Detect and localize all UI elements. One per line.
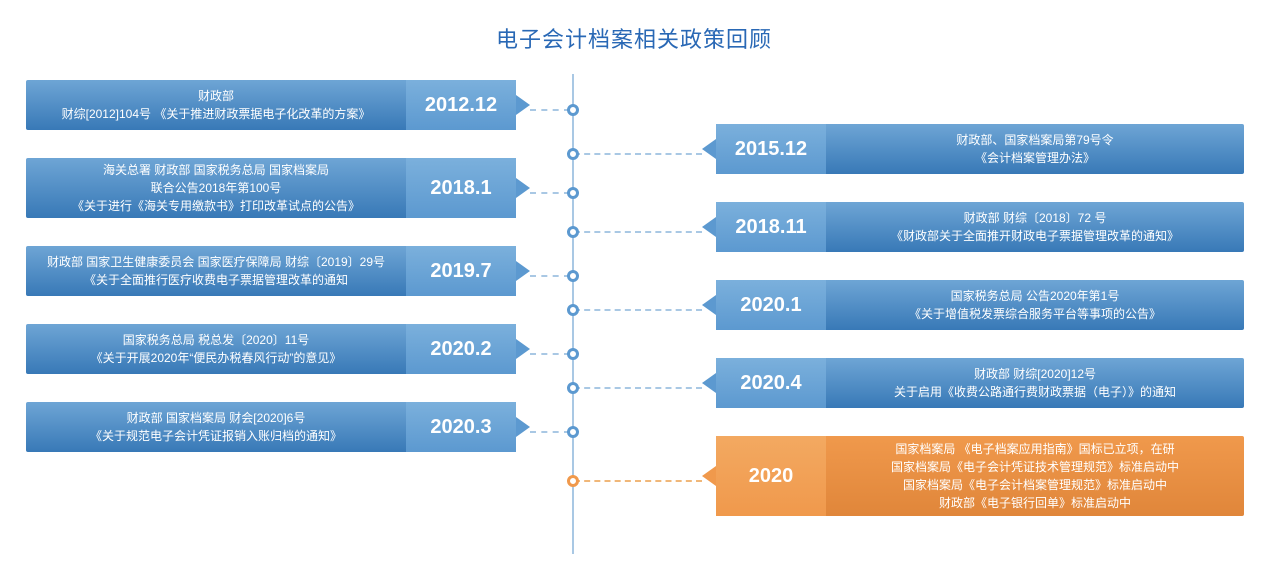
timeline-right-item: 2018.11财政部 财综〔2018〕72 号《财政部关于全面推开财政电子票据管…: [716, 202, 1244, 252]
timeline-item-body: 国家档案局 《电子档案应用指南》国标已立项，在研国家档案局《电子会计凭证技术管理…: [826, 436, 1244, 516]
timeline-item-body: 财政部 财综[2020]12号关于启用《收费公路通行费财政票据（电子）》的通知: [826, 358, 1244, 408]
timeline-dot: [567, 348, 579, 360]
timeline-item-body: 国家税务总局 税总发〔2020〕11号《关于开展2020年“便民办税春风行动”的…: [26, 324, 406, 374]
timeline-item-date: 2018.1: [406, 158, 516, 218]
timeline-item-body: 财政部 国家档案局 财会[2020]6号《关于规范电子会计凭证报销入账归档的通知…: [26, 402, 406, 452]
timeline-item-line: 财政部 财综[2020]12号: [836, 365, 1234, 383]
timeline-connector: [530, 275, 570, 277]
timeline-dot: [567, 104, 579, 116]
timeline-item-body: 财政部 国家卫生健康委员会 国家医疗保障局 财综〔2019〕29号《关于全面推行…: [26, 246, 406, 296]
timeline-item-line: 联合公告2018年第100号: [36, 179, 396, 197]
timeline-dot: [567, 187, 579, 199]
timeline-left-item: 财政部 国家档案局 财会[2020]6号《关于规范电子会计凭证报销入账归档的通知…: [26, 402, 516, 452]
timeline-item-date: 2020: [716, 436, 826, 516]
timeline-connector: [530, 431, 570, 433]
timeline-dot: [567, 304, 579, 316]
timeline-connector: [574, 387, 702, 389]
timeline-connector: [574, 231, 702, 233]
timeline-right-item: 2020国家档案局 《电子档案应用指南》国标已立项，在研国家档案局《电子会计凭证…: [716, 436, 1244, 516]
timeline-item-line: 财政部《电子银行回单》标准启动中: [836, 494, 1234, 512]
timeline-item-body: 财政部 财综〔2018〕72 号《财政部关于全面推开财政电子票据管理改革的通知》: [826, 202, 1244, 252]
timeline-item-line: 《关于开展2020年“便民办税春风行动”的意见》: [36, 349, 396, 367]
timeline-left-item: 国家税务总局 税总发〔2020〕11号《关于开展2020年“便民办税春风行动”的…: [26, 324, 516, 374]
timeline-item-date: 2019.7: [406, 246, 516, 296]
timeline-item-date: 2020.1: [716, 280, 826, 330]
timeline-connector: [530, 109, 570, 111]
timeline-connector: [530, 192, 570, 194]
timeline-connector: [574, 480, 702, 482]
timeline-item-line: 财政部: [36, 87, 396, 105]
timeline-dot: [567, 426, 579, 438]
timeline-connector: [574, 309, 702, 311]
timeline-left-item: 海关总署 财政部 国家税务总局 国家档案局联合公告2018年第100号《关于进行…: [26, 158, 516, 218]
timeline-connector: [530, 353, 570, 355]
timeline-right-item: 2015.12财政部、国家档案局第79号令《会计档案管理办法》: [716, 124, 1244, 174]
timeline-item-date: 2020.3: [406, 402, 516, 452]
timeline-right-item: 2020.1国家税务总局 公告2020年第1号《关于增值税发票综合服务平台等事项…: [716, 280, 1244, 330]
timeline-item-line: 《关于规范电子会计凭证报销入账归档的通知》: [36, 427, 396, 445]
timeline-item-line: 财政部、国家档案局第79号令: [836, 131, 1234, 149]
timeline-item-body: 财政部、国家档案局第79号令《会计档案管理办法》: [826, 124, 1244, 174]
timeline-dot: [567, 475, 579, 487]
page-title: 电子会计档案相关政策回顾: [0, 0, 1268, 54]
timeline-item-line: 《关于进行《海关专用缴款书》打印改革试点的公告》: [36, 197, 396, 215]
timeline-left-item: 财政部财综[2012]104号 《关于推进财政票据电子化改革的方案》2012.1…: [26, 80, 516, 130]
timeline-item-line: 海关总署 财政部 国家税务总局 国家档案局: [36, 161, 396, 179]
timeline-item-line: 《关于全面推行医疗收费电子票据管理改革的通知: [36, 271, 396, 289]
timeline-item-line: 国家档案局 《电子档案应用指南》国标已立项，在研: [836, 440, 1234, 458]
timeline-item-body: 财政部财综[2012]104号 《关于推进财政票据电子化改革的方案》: [26, 80, 406, 130]
timeline-item-line: 国家税务总局 公告2020年第1号: [836, 287, 1234, 305]
timeline-item-date: 2020.2: [406, 324, 516, 374]
timeline-right-item: 2020.4财政部 财综[2020]12号关于启用《收费公路通行费财政票据（电子…: [716, 358, 1244, 408]
timeline-connector: [574, 153, 702, 155]
timeline-item-line: 《关于增值税发票综合服务平台等事项的公告》: [836, 305, 1234, 323]
timeline-item-line: 财政部 国家档案局 财会[2020]6号: [36, 409, 396, 427]
timeline-item-date: 2015.12: [716, 124, 826, 174]
timeline-item-line: 国家税务总局 税总发〔2020〕11号: [36, 331, 396, 349]
timeline-item-line: 《会计档案管理办法》: [836, 149, 1234, 167]
timeline-item-body: 国家税务总局 公告2020年第1号《关于增值税发票综合服务平台等事项的公告》: [826, 280, 1244, 330]
timeline-dot: [567, 226, 579, 238]
timeline-item-line: 国家档案局《电子会计档案管理规范》标准启动中: [836, 476, 1234, 494]
timeline-left-item: 财政部 国家卫生健康委员会 国家医疗保障局 财综〔2019〕29号《关于全面推行…: [26, 246, 516, 296]
timeline-item-line: 关于启用《收费公路通行费财政票据（电子）》的通知: [836, 383, 1234, 401]
timeline-dot: [567, 382, 579, 394]
timeline-item-line: 国家档案局《电子会计凭证技术管理规范》标准启动中: [836, 458, 1234, 476]
timeline-item-line: 财综[2012]104号 《关于推进财政票据电子化改革的方案》: [36, 105, 396, 123]
timeline-item-date: 2012.12: [406, 80, 516, 130]
timeline-item-line: 财政部 国家卫生健康委员会 国家医疗保障局 财综〔2019〕29号: [36, 253, 396, 271]
timeline-dot: [567, 148, 579, 160]
timeline-item-body: 海关总署 财政部 国家税务总局 国家档案局联合公告2018年第100号《关于进行…: [26, 158, 406, 218]
timeline-item-line: 财政部 财综〔2018〕72 号: [836, 209, 1234, 227]
timeline-item-date: 2020.4: [716, 358, 826, 408]
timeline-dot: [567, 270, 579, 282]
timeline-item-date: 2018.11: [716, 202, 826, 252]
timeline-item-line: 《财政部关于全面推开财政电子票据管理改革的通知》: [836, 227, 1234, 245]
